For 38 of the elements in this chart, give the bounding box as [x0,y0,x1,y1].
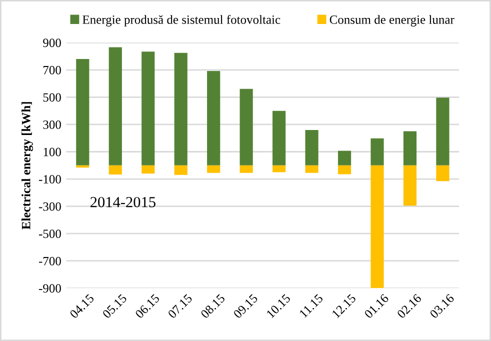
bar [403,131,417,166]
bar [108,47,122,166]
y-tick-label: 500 [43,93,61,102]
bar [436,98,450,166]
bar [207,165,220,173]
bar [403,165,417,206]
y-tick-label: -500 [38,230,61,238]
bar [370,165,384,288]
bar [240,88,253,166]
bar [207,70,220,166]
y-tick-label: -100 [38,175,61,184]
annotation: 2014-2015 [90,196,156,208]
bar [305,130,318,166]
y-tick-label: -700 [38,256,61,266]
legend-label: Consum de energie lunar [330,15,454,26]
bar [436,165,450,182]
y-tick-label: -900 [38,284,61,293]
bar [338,150,352,166]
bar [76,165,90,168]
bar [272,165,286,172]
bar [108,165,122,175]
bar [142,52,155,166]
bar [142,165,155,174]
y-tick-label: -300 [38,202,61,211]
y-tick-label: 100 [44,148,61,156]
bar [240,165,253,173]
bar [272,110,286,166]
bar [174,165,188,175]
bar [338,165,352,174]
bar [370,138,384,166]
y-axis-title: Electrical energy [kWh] [22,102,33,230]
bar [305,165,318,173]
y-tick-label: 700 [44,66,61,74]
bar [76,58,90,166]
y-tick-label: 300 [43,120,61,129]
bar [174,52,188,166]
y-tick-label: 900 [43,38,61,48]
legend-label: Energie produsă de sistemul fotovoltaic [82,14,280,26]
